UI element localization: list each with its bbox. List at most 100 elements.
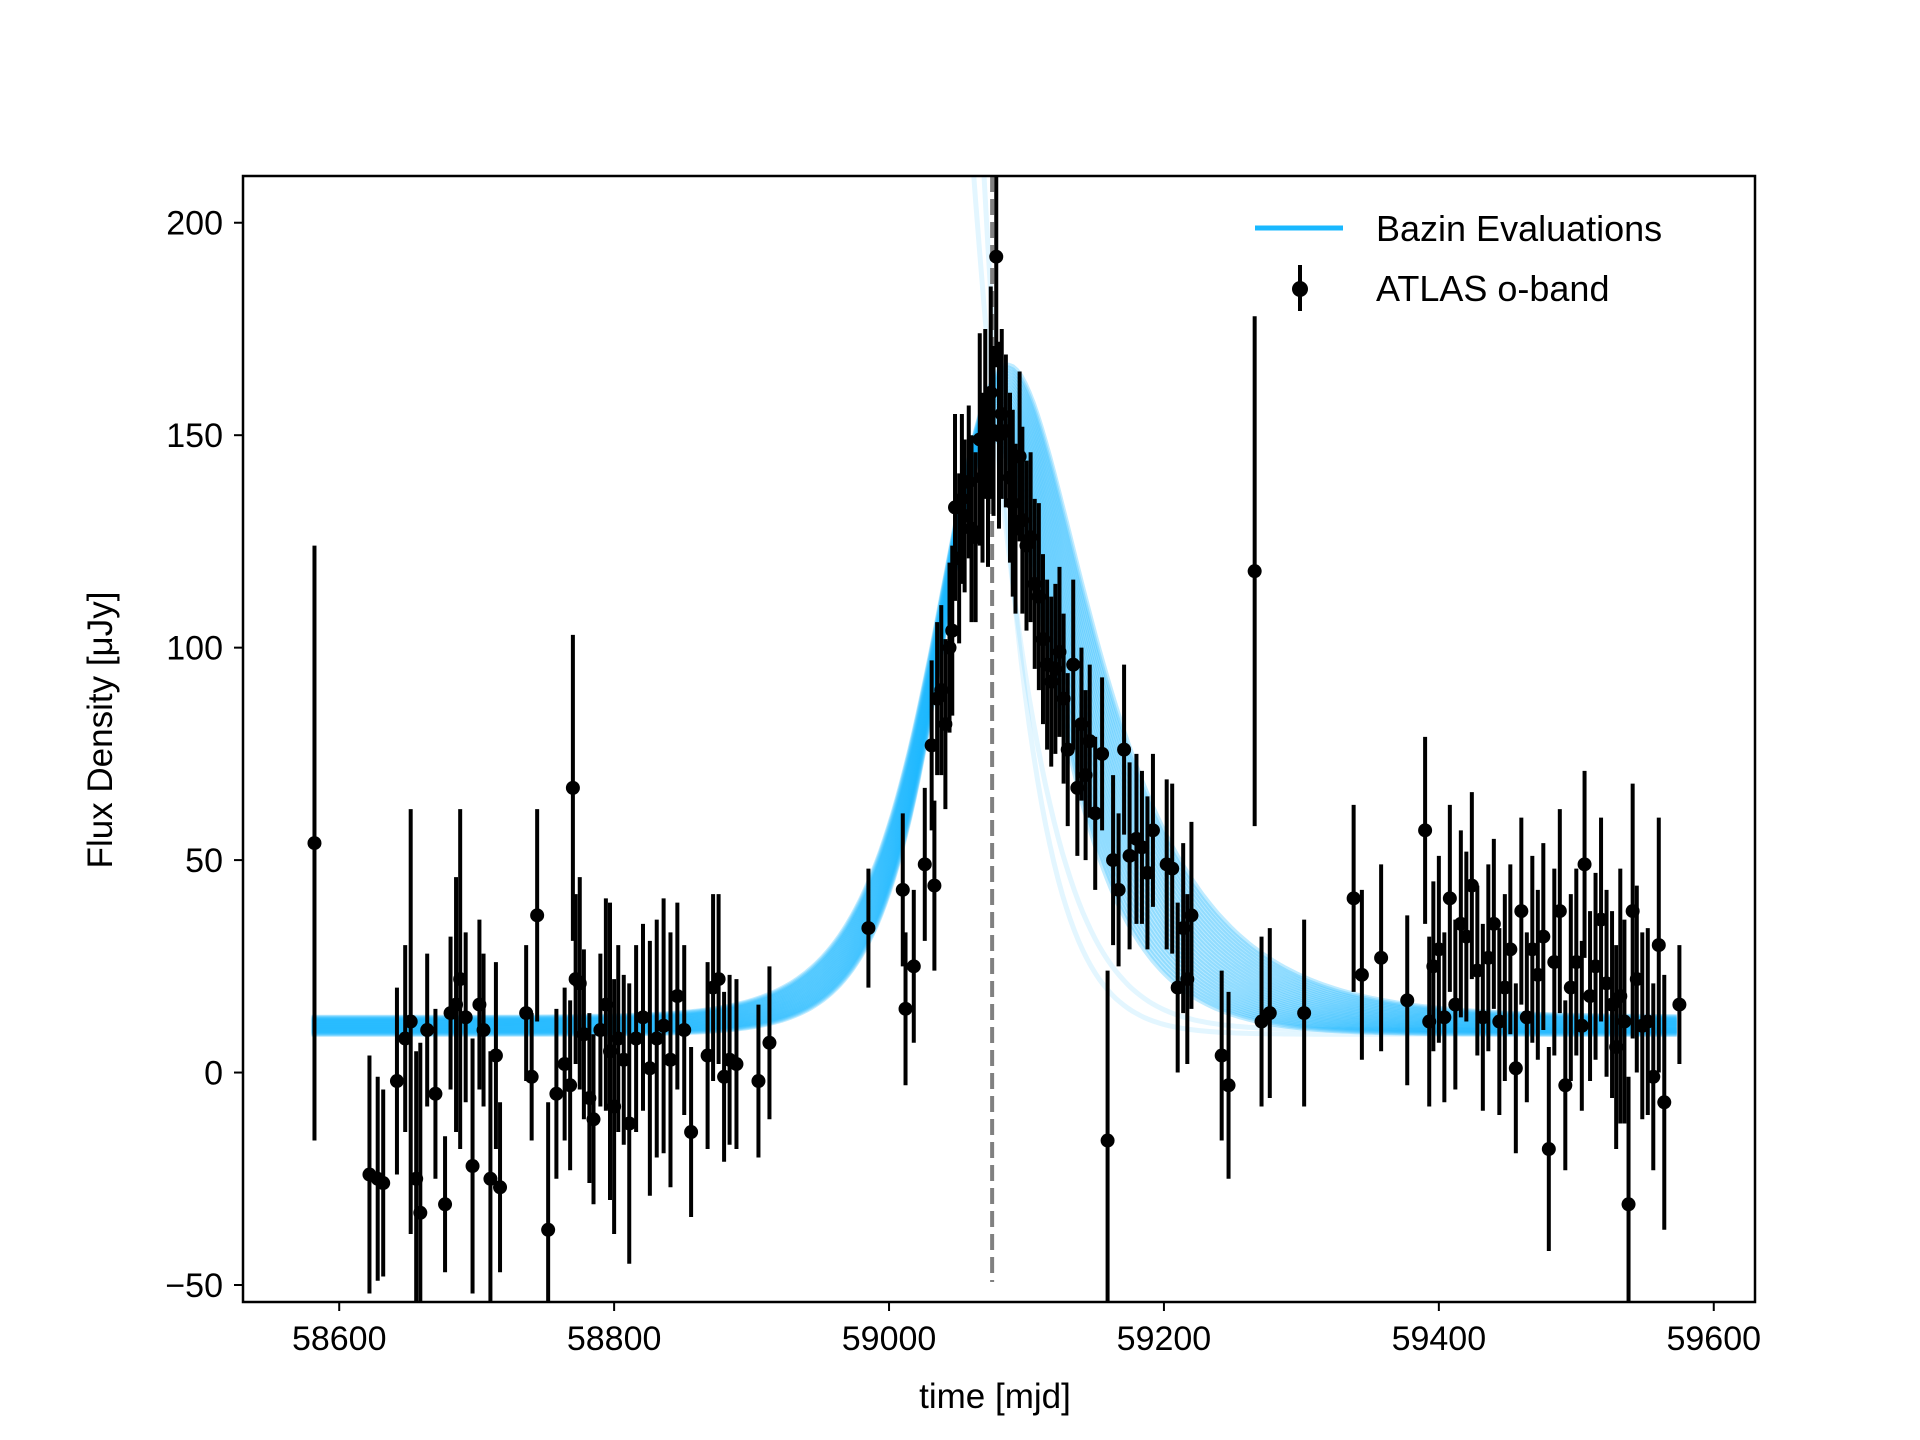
data-marker [711, 972, 726, 987]
data-marker [629, 1031, 644, 1046]
legend: Bazin Evaluations ATLAS o-band [1255, 208, 1662, 311]
data-point [458, 932, 473, 1103]
data-marker [458, 1010, 473, 1025]
data-marker [1574, 1018, 1589, 1033]
data-point [656, 898, 671, 1154]
data-point [649, 919, 664, 1158]
data-marker [762, 1035, 777, 1050]
data-point [1066, 579, 1081, 750]
x-axis-label: time [mjd] [919, 1377, 1071, 1416]
data-marker [1262, 1006, 1277, 1021]
data-marker [663, 1052, 678, 1067]
data-marker [1672, 997, 1687, 1012]
data-point [541, 1102, 556, 1302]
data-marker [476, 1023, 491, 1038]
data-marker [1514, 904, 1529, 919]
x-tick-label: 58600 [292, 1320, 387, 1358]
data-marker [684, 1125, 699, 1140]
y-tick-label: 100 [166, 630, 223, 668]
data-point [1111, 813, 1126, 967]
data-point [906, 889, 921, 1043]
data-marker [488, 1048, 503, 1063]
data-point [1577, 770, 1592, 958]
data-point [1672, 945, 1687, 1065]
data-marker [1536, 929, 1551, 944]
data-point [465, 1038, 480, 1294]
data-marker [428, 1086, 443, 1101]
atlas-o-band-points [307, 176, 1687, 1302]
data-point [1165, 783, 1180, 954]
data-marker [420, 1023, 435, 1038]
data-point [762, 966, 777, 1120]
data-point [1100, 970, 1115, 1302]
data-marker [413, 1205, 428, 1220]
data-point [1145, 753, 1160, 907]
data-point [927, 800, 942, 971]
data-marker [1354, 967, 1369, 982]
data-point [1617, 919, 1632, 1124]
data-point [1346, 804, 1361, 992]
data-marker [649, 1031, 664, 1046]
data-marker [1095, 746, 1110, 761]
data-marker [307, 836, 322, 851]
data-marker [1111, 882, 1126, 897]
data-point [1442, 804, 1457, 992]
data-marker [1657, 1095, 1672, 1110]
y-tick-label: 150 [166, 417, 223, 455]
data-marker [1418, 823, 1433, 838]
data-point [438, 1136, 453, 1273]
data-point [524, 1013, 539, 1141]
data-marker [1117, 742, 1132, 757]
data-point [389, 987, 404, 1175]
data-point [1354, 889, 1369, 1060]
data-point [711, 894, 726, 1065]
y-tick-label: 0 [204, 1055, 223, 1093]
data-marker [1145, 823, 1160, 838]
data-point [483, 1051, 498, 1302]
data-marker [1552, 904, 1567, 919]
data-marker [1437, 1010, 1452, 1025]
data-point [1514, 817, 1529, 1005]
legend-model-label: Bazin Evaluations [1376, 208, 1662, 249]
data-marker [898, 1001, 913, 1016]
data-marker [1558, 1078, 1573, 1093]
data-marker [524, 1069, 539, 1084]
data-point [895, 813, 910, 967]
x-tick-label: 59200 [1117, 1320, 1212, 1358]
data-point [677, 945, 692, 1116]
data-marker [1400, 993, 1415, 1008]
data-point [1117, 664, 1132, 835]
data-marker [1577, 857, 1592, 872]
data-point [1247, 316, 1262, 827]
data-marker [906, 959, 921, 974]
data-point [307, 545, 322, 1141]
data-point [1536, 843, 1551, 1031]
data-marker [677, 1023, 692, 1038]
data-point [1552, 809, 1567, 1014]
data-marker [389, 1074, 404, 1089]
data-marker [376, 1176, 391, 1191]
data-marker [565, 780, 580, 795]
data-marker [530, 908, 545, 923]
data-point [530, 809, 545, 1022]
data-point [917, 787, 932, 941]
data-marker [1297, 1006, 1312, 1021]
data-point [1088, 736, 1103, 890]
data-marker [1100, 1133, 1115, 1148]
data-marker [1066, 657, 1081, 672]
y-axis-label: Flux Density [μJy] [81, 592, 120, 869]
data-point [663, 932, 678, 1188]
data-point [1541, 1047, 1556, 1252]
data-point [565, 634, 580, 941]
data-marker [1088, 806, 1103, 821]
data-point [420, 953, 435, 1107]
data-point [1508, 983, 1523, 1154]
data-point [670, 902, 685, 1090]
data-marker [1646, 1069, 1661, 1084]
data-marker [656, 1018, 671, 1033]
data-marker [1621, 1197, 1636, 1212]
data-point [563, 1000, 578, 1171]
data-marker [1184, 908, 1199, 923]
